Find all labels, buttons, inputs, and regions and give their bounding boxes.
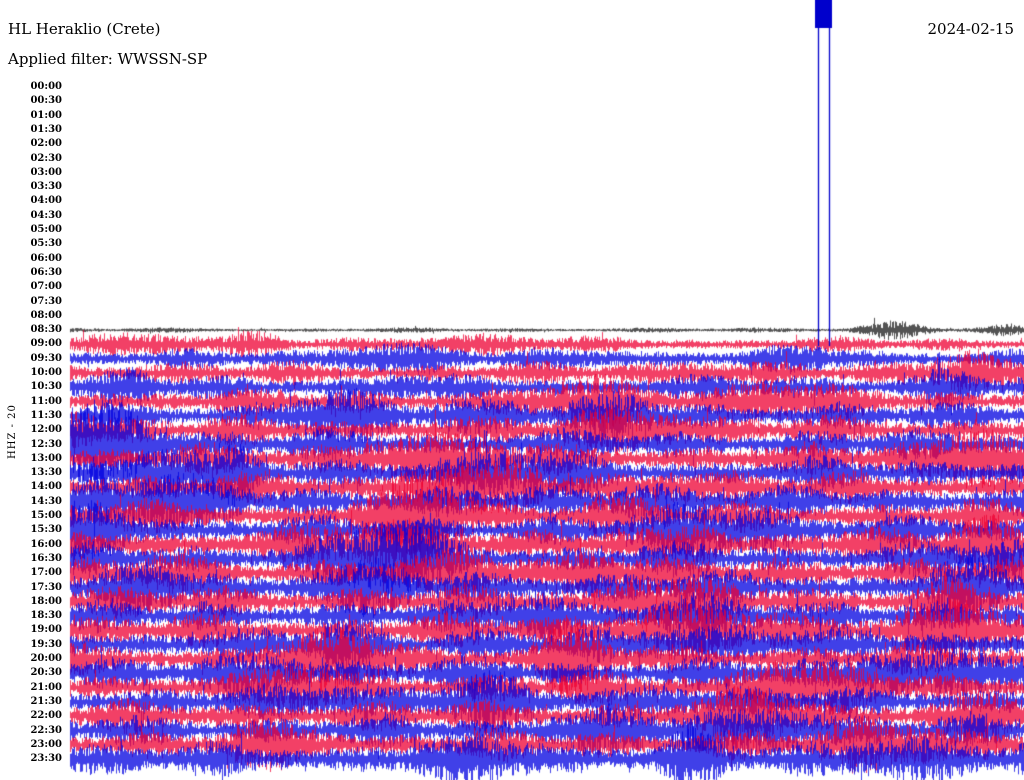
time-label: 05:30 <box>30 238 62 250</box>
time-label: 16:30 <box>30 552 62 564</box>
time-label: 03:00 <box>30 166 62 178</box>
time-label: 09:00 <box>30 338 62 350</box>
time-label: 05:00 <box>30 224 62 235</box>
time-label: 22:30 <box>30 724 62 736</box>
time-label: 07:30 <box>30 295 62 307</box>
time-label: 10:30 <box>30 381 62 393</box>
time-label: 21:00 <box>30 681 62 693</box>
time-label: 23:00 <box>30 738 62 750</box>
time-axis: 00:00 00:30 01:00 01:30 02:00 02:30 03:00 03:30… <box>0 0 62 780</box>
date-label: 2024-02-15 <box>927 20 1014 38</box>
time-label: 17:00 <box>30 567 62 579</box>
time-label: 15:00 <box>30 510 62 521</box>
time-label: 02:30 <box>30 152 62 164</box>
time-label: 14:30 <box>30 495 62 507</box>
time-label: 13:30 <box>30 467 62 479</box>
time-label: 06:00 <box>30 252 62 264</box>
time-label: 00:00 <box>30 81 62 92</box>
time-label: 07:00 <box>30 281 62 293</box>
time-label: 18:30 <box>30 610 62 622</box>
time-label: 08:00 <box>30 309 62 321</box>
time-label: 20:30 <box>30 667 62 679</box>
time-label: 02:00 <box>30 138 62 150</box>
time-label: 13:00 <box>30 452 62 464</box>
time-label: 21:30 <box>30 695 62 707</box>
time-label: 11:30 <box>30 409 62 421</box>
time-label: 16:00 <box>30 538 62 550</box>
time-label: 15:30 <box>30 524 62 536</box>
time-label: 12:00 <box>30 424 62 436</box>
time-label: 06:30 <box>30 266 62 278</box>
time-label: 17:30 <box>30 581 62 593</box>
time-label: 22:00 <box>30 710 62 722</box>
time-label: 18:00 <box>30 595 62 607</box>
time-label: 12:30 <box>30 438 62 450</box>
time-label: 01:00 <box>30 109 62 121</box>
filter-label: Applied filter: WWSSN-SP <box>8 50 208 68</box>
time-label: 03:30 <box>30 181 62 193</box>
time-label: 09:30 <box>30 352 62 364</box>
time-label: 11:00 <box>30 395 62 407</box>
time-label: 19:30 <box>30 638 62 650</box>
time-label: 08:30 <box>30 324 62 336</box>
time-label: 20:00 <box>30 653 62 664</box>
time-label: 04:00 <box>30 195 62 207</box>
station-title: HL Heraklio (Crete) <box>8 20 161 38</box>
time-label: 14:00 <box>30 481 62 493</box>
time-label: 00:30 <box>30 95 62 107</box>
time-label: 23:30 <box>30 753 62 765</box>
time-label: 19:00 <box>30 624 62 636</box>
time-label: 10:00 <box>30 367 62 378</box>
time-label: 04:30 <box>30 209 62 221</box>
time-label: 01:30 <box>30 123 62 135</box>
